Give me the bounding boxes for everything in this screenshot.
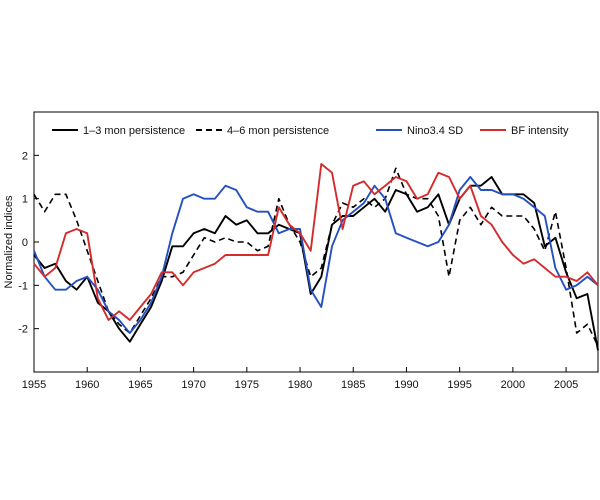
- legend-label-1: 4–6 mon persistence: [227, 125, 329, 137]
- x-tick-label: 2005: [554, 379, 578, 391]
- y-axis-label: Normalized indices: [3, 195, 15, 288]
- plot-frame: [33, 111, 599, 373]
- y-tick-label: -2: [18, 324, 28, 336]
- series-lines: [33, 163, 599, 351]
- legend-label-2: Nino3.4 SD: [407, 125, 463, 137]
- y-tick-label: 0: [22, 237, 28, 249]
- x-tick-label: 1980: [288, 379, 312, 391]
- series-line-3: [33, 163, 599, 321]
- x-tick-label: 1975: [235, 379, 259, 391]
- y-tick-label: -1: [18, 280, 28, 292]
- plot-area-border: [33, 111, 599, 373]
- y-tick-label: 2: [22, 150, 28, 162]
- x-tick-label: 1955: [22, 379, 46, 391]
- x-axis-ticks: 1955 1960 1965 1970 1975 1980 1985 1990 1995 2000…: [22, 367, 578, 391]
- x-tick-label: 1965: [128, 379, 152, 391]
- x-tick-label: 1985: [341, 379, 365, 391]
- y-tick-label: 1: [22, 194, 28, 206]
- x-tick-label: 1990: [394, 379, 418, 391]
- legend: 1–3 mon persistence 4–6 mon persistence Ni…: [52, 125, 569, 137]
- y-axis-ticks: -2 -1 0 1 2: [18, 150, 39, 336]
- legend-label-0: 1–3 mon persistence: [83, 125, 185, 137]
- series-line-2: [33, 176, 599, 334]
- x-tick-label: 1995: [447, 379, 471, 391]
- x-tick-label: 2000: [501, 379, 525, 391]
- legend-label-3: BF intensity: [511, 125, 569, 137]
- x-tick-label: 1970: [181, 379, 205, 391]
- x-tick-label: 1960: [75, 379, 99, 391]
